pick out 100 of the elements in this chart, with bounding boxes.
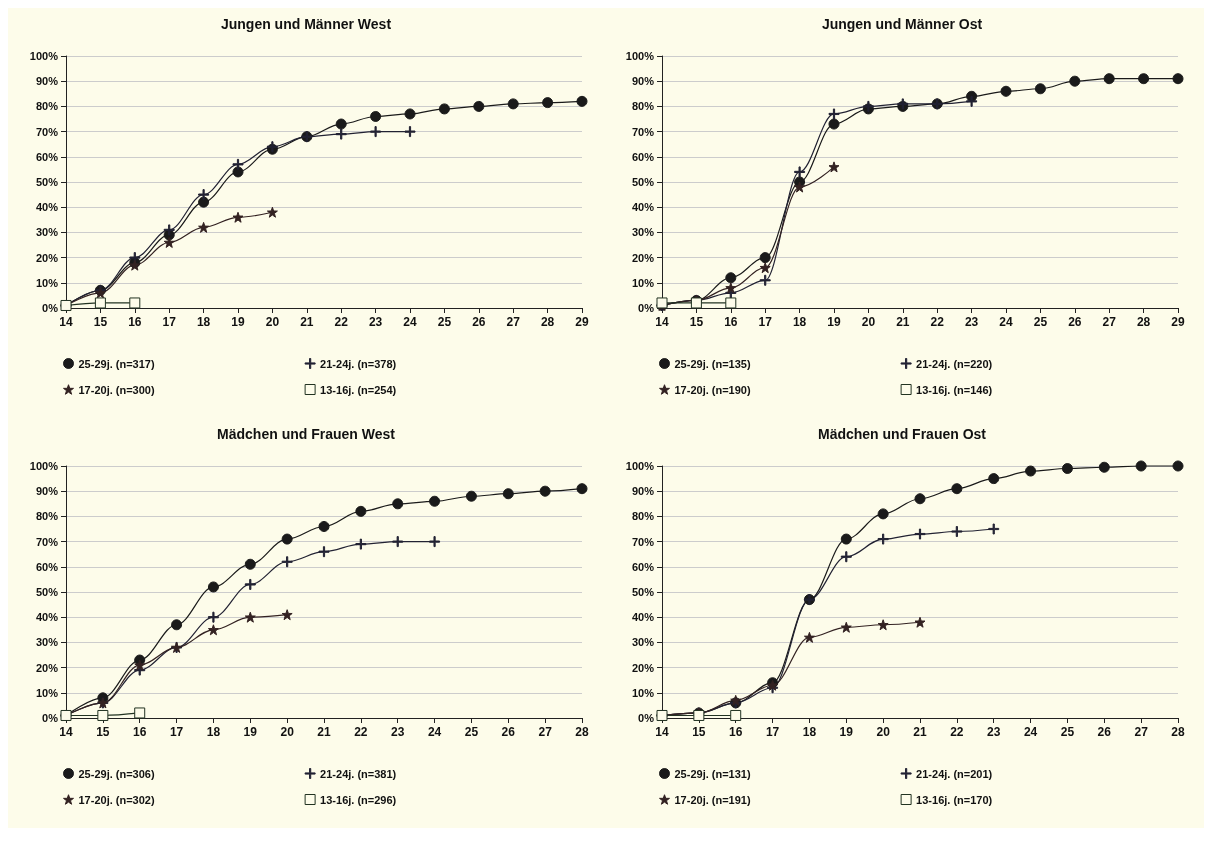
x-tick-label: 17	[758, 315, 773, 329]
y-tick-label: 50%	[631, 586, 655, 598]
x-tick-label: 28	[1171, 725, 1185, 739]
legend-label: 25-29j. (n=131)	[674, 767, 751, 780]
x-tick-label: 17	[162, 315, 177, 329]
y-tick-label: 100%	[29, 50, 59, 62]
x-tick-label: 14	[59, 725, 73, 739]
x-tick-label: 28	[540, 315, 555, 329]
x-tick-label: 24	[999, 315, 1013, 329]
x-tick-label: 24	[403, 315, 417, 329]
y-tick-label: 40%	[35, 611, 59, 624]
x-tick-label: 20	[876, 725, 891, 739]
y-tick-label: 50%	[35, 586, 59, 598]
y-tick-label: 50%	[35, 176, 59, 188]
y-tick-label: 90%	[35, 75, 59, 88]
x-tick-label: 27	[506, 315, 521, 329]
x-tick-label: 25	[1033, 315, 1048, 329]
legend-label: 13-16j. (n=170)	[916, 793, 993, 806]
y-tick-label: 10%	[631, 686, 655, 699]
y-tick-label: 70%	[35, 535, 59, 548]
y-tick-label: 100%	[625, 460, 655, 472]
y-tick-label: 90%	[631, 75, 655, 88]
y-tick-label: 100%	[625, 50, 655, 62]
x-tick-label: 28	[1136, 315, 1151, 329]
x-tick-label: 14	[655, 725, 669, 739]
x-tick-label: 16	[128, 315, 142, 329]
chart-title: Jungen und Männer West	[220, 16, 392, 32]
x-tick-label: 20	[861, 315, 876, 329]
x-tick-label: 26	[1068, 315, 1082, 329]
chart-title: Jungen und Männer Ost	[821, 16, 983, 32]
x-tick-label: 16	[133, 725, 147, 739]
y-tick-label: 20%	[35, 251, 59, 264]
chart-title: Mädchen und Frauen Ost	[817, 426, 987, 442]
legend-label: 13-16j. (n=254)	[320, 383, 397, 396]
x-tick-label: 26	[501, 725, 516, 739]
y-tick-label: 20%	[631, 661, 655, 674]
y-tick-label: 30%	[631, 636, 655, 649]
y-tick-label: 80%	[631, 100, 655, 113]
x-tick-label: 28	[575, 725, 589, 739]
x-tick-label: 22	[930, 315, 945, 329]
x-tick-label: 27	[538, 725, 553, 739]
legend-label: 25-29j. (n=306)	[78, 767, 155, 780]
x-tick-label: 21	[317, 725, 331, 739]
y-tick-label: 90%	[631, 485, 655, 498]
legend-label: 13-16j. (n=296)	[320, 793, 397, 806]
x-tick-label: 18	[196, 315, 211, 329]
x-tick-label: 26	[472, 315, 486, 329]
x-tick-label: 22	[950, 725, 964, 739]
x-tick-label: 25	[1060, 725, 1075, 739]
x-tick-label: 19	[243, 725, 258, 739]
x-tick-label: 23	[368, 315, 383, 329]
y-tick-label: 60%	[631, 560, 655, 573]
y-tick-label: 0%	[638, 712, 655, 724]
x-tick-label: 16	[724, 315, 738, 329]
x-tick-label: 19	[231, 315, 245, 329]
x-tick-label: 19	[827, 315, 841, 329]
y-tick-label: 60%	[35, 560, 59, 573]
x-tick-label: 15	[689, 315, 704, 329]
x-tick-label: 20	[280, 725, 295, 739]
y-tick-label: 0%	[42, 712, 59, 724]
legend-label: 17-20j. (n=190)	[674, 383, 751, 396]
x-tick-label: 27	[1102, 315, 1117, 329]
y-tick-label: 30%	[35, 226, 59, 239]
y-tick-label: 20%	[631, 251, 655, 264]
x-tick-label: 29	[1171, 315, 1185, 329]
legend-label: 25-29j. (n=317)	[78, 357, 155, 370]
x-tick-label: 20	[265, 315, 280, 329]
x-tick-label: 27	[1134, 725, 1149, 739]
y-tick-label: 30%	[631, 226, 655, 239]
x-tick-label: 22	[334, 315, 349, 329]
legend-label: 17-20j. (n=300)	[78, 383, 155, 396]
y-tick-label: 10%	[35, 276, 59, 289]
x-tick-label: 23	[391, 725, 405, 739]
x-tick-label: 18	[802, 725, 817, 739]
y-tick-label: 60%	[631, 150, 655, 163]
y-tick-label: 20%	[35, 661, 59, 674]
x-tick-label: 18	[206, 725, 221, 739]
x-tick-label: 29	[575, 315, 589, 329]
x-tick-label: 24	[427, 725, 442, 739]
x-tick-label: 23	[987, 725, 1001, 739]
x-tick-label: 16	[729, 725, 743, 739]
legend-label: 21-24j. (n=381)	[320, 767, 397, 780]
x-tick-label: 25	[437, 315, 452, 329]
x-tick-label: 15	[96, 725, 110, 739]
y-tick-label: 80%	[35, 100, 59, 113]
y-tick-label: 0%	[42, 302, 59, 314]
y-tick-label: 10%	[35, 686, 59, 699]
x-tick-label: 25	[464, 725, 479, 739]
legend-label: 17-20j. (n=302)	[78, 793, 155, 806]
x-tick-label: 21	[300, 315, 314, 329]
legend-label: 21-24j. (n=378)	[320, 357, 397, 370]
y-tick-label: 80%	[631, 510, 655, 523]
x-tick-label: 23	[964, 315, 979, 329]
y-tick-label: 0%	[638, 302, 655, 314]
x-tick-label: 17	[169, 725, 184, 739]
legend-label: 25-29j. (n=135)	[674, 357, 751, 370]
x-tick-label: 21	[896, 315, 910, 329]
y-tick-label: 40%	[631, 201, 655, 214]
x-tick-label: 15	[692, 725, 706, 739]
y-tick-label: 70%	[631, 125, 655, 138]
